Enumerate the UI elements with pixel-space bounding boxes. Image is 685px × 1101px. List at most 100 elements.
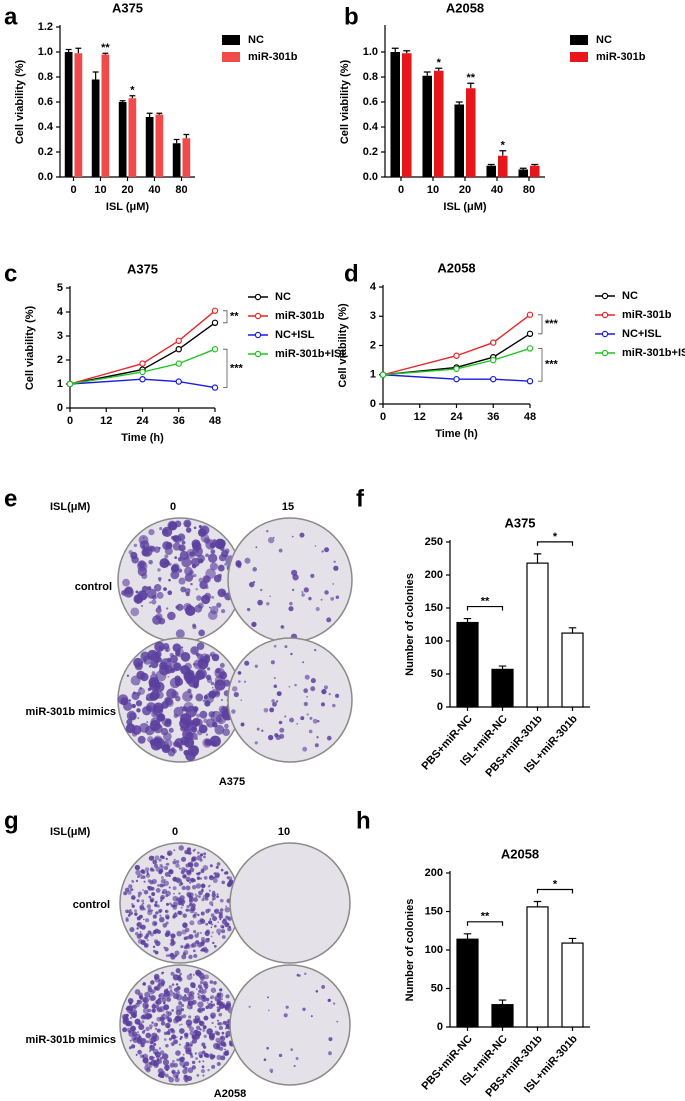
y-tick-label: 200 xyxy=(425,569,443,581)
colony xyxy=(185,908,189,912)
y-tick-label: 0.6 xyxy=(38,96,53,108)
colony xyxy=(285,1005,289,1009)
colony xyxy=(166,997,172,1002)
colony xyxy=(155,911,159,915)
colony xyxy=(197,919,203,925)
colony xyxy=(168,985,173,989)
colony xyxy=(213,1042,220,1050)
bar xyxy=(145,117,154,177)
colony xyxy=(163,529,168,534)
colony xyxy=(184,573,194,582)
colony xyxy=(267,536,275,544)
colony xyxy=(194,1052,198,1055)
colony xyxy=(156,1055,160,1059)
colony xyxy=(153,1002,155,1005)
colony xyxy=(180,646,184,649)
y-tick-label: 1 xyxy=(57,378,63,390)
colony xyxy=(214,724,225,735)
error-bar xyxy=(173,138,180,144)
colony xyxy=(139,873,143,877)
colony xyxy=(180,906,183,909)
y-tick-label: 4 xyxy=(57,306,64,318)
colony xyxy=(160,865,164,869)
colony xyxy=(159,910,162,913)
colony xyxy=(137,717,140,719)
colony xyxy=(131,703,136,709)
colony xyxy=(144,1064,151,1071)
colony xyxy=(138,914,143,919)
colony xyxy=(164,1064,170,1071)
y-tick-label: 2 xyxy=(370,339,376,351)
colony xyxy=(147,586,152,590)
colony xyxy=(147,545,153,551)
colony xyxy=(187,879,190,883)
colony xyxy=(155,888,161,893)
colony xyxy=(151,1004,157,1009)
colony xyxy=(171,1069,176,1074)
colony xyxy=(139,540,150,550)
colony xyxy=(209,980,214,984)
chart-title: A375 xyxy=(504,515,535,530)
colony xyxy=(146,904,152,909)
colony xyxy=(205,733,209,736)
colony xyxy=(194,893,197,896)
significance: ** xyxy=(481,911,490,923)
colony xyxy=(129,1039,132,1042)
colony xyxy=(209,1053,214,1058)
colony xyxy=(166,607,169,610)
colony xyxy=(193,862,199,868)
colony xyxy=(165,697,173,706)
colony xyxy=(170,747,176,752)
colony xyxy=(195,1057,199,1060)
colony xyxy=(157,984,161,988)
colony xyxy=(223,871,227,875)
colony xyxy=(332,583,335,585)
y-axis-label: Cell viability (%) xyxy=(337,303,349,388)
plate-row: control xyxy=(75,581,112,593)
colony xyxy=(173,713,179,719)
colony xyxy=(238,680,241,683)
colony xyxy=(220,997,223,1001)
colony xyxy=(143,1029,146,1032)
plate-header: ISL(μM) xyxy=(50,826,91,838)
colony xyxy=(206,997,210,1002)
colony xyxy=(179,550,189,560)
colony xyxy=(155,1027,157,1030)
colony xyxy=(199,877,203,880)
colony xyxy=(160,876,164,879)
error-bar xyxy=(533,900,542,907)
x-tick-label: 12 xyxy=(414,411,426,423)
panel-letter: c xyxy=(4,260,17,287)
colony xyxy=(175,629,185,639)
y-axis-label: Number of colonies xyxy=(404,573,416,676)
colony xyxy=(321,984,326,989)
plate-dose: 0 xyxy=(170,501,176,513)
plate-row: control xyxy=(73,899,110,911)
legend-label: miR-301b+ISL xyxy=(275,348,348,360)
colony xyxy=(142,996,150,1004)
colony xyxy=(149,1045,155,1051)
colony xyxy=(121,590,127,596)
significance: ** xyxy=(466,72,475,84)
colony xyxy=(201,897,205,902)
colony xyxy=(276,691,282,697)
colony xyxy=(302,746,308,752)
colony xyxy=(225,994,230,999)
error-bar xyxy=(568,937,577,944)
colony xyxy=(193,573,197,578)
colony xyxy=(197,984,202,989)
colony xyxy=(142,1007,150,1014)
colony xyxy=(269,707,275,713)
colony xyxy=(153,735,163,745)
colony xyxy=(280,625,284,628)
colony xyxy=(184,588,191,594)
colony xyxy=(214,872,220,878)
colony xyxy=(212,941,215,945)
colony xyxy=(219,662,225,668)
marker xyxy=(379,371,387,378)
colony xyxy=(302,661,305,664)
colony xyxy=(140,924,146,930)
colony xyxy=(174,520,182,528)
axis xyxy=(69,286,215,409)
colony xyxy=(158,870,163,875)
